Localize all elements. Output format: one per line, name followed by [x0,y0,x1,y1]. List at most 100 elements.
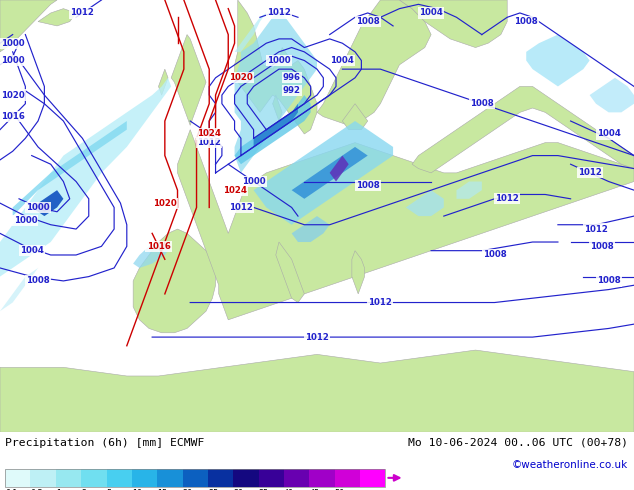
Text: 1024: 1024 [197,129,221,139]
Polygon shape [133,229,216,333]
Text: 1012: 1012 [197,138,221,147]
Bar [259,469,284,487]
Text: 35: 35 [259,489,269,490]
Text: 1012: 1012 [578,169,602,177]
Text: 1008: 1008 [470,99,494,108]
Polygon shape [342,104,368,130]
Polygon shape [13,121,127,216]
Text: 1004: 1004 [20,246,44,255]
Polygon shape [273,95,282,121]
Text: 1012: 1012 [495,195,519,203]
Text: 1016: 1016 [1,112,25,121]
Text: ©weatheronline.co.uk: ©weatheronline.co.uk [512,460,628,469]
Bar [132,469,157,487]
Bar [30,469,56,487]
Text: 1012: 1012 [70,8,94,18]
Text: 1008: 1008 [514,17,538,26]
Polygon shape [178,130,634,320]
Polygon shape [456,181,482,199]
Bar [157,469,183,487]
Polygon shape [0,350,634,432]
Text: 40: 40 [284,489,294,490]
Polygon shape [0,268,38,311]
Polygon shape [292,216,330,242]
Polygon shape [38,203,51,212]
Text: 1020: 1020 [1,91,25,99]
Polygon shape [412,86,634,173]
Text: 0.5: 0.5 [30,489,43,490]
Text: 25: 25 [208,489,218,490]
Text: 2: 2 [81,489,86,490]
Text: 5: 5 [107,489,112,490]
Text: 1008: 1008 [482,250,507,260]
Text: 996: 996 [283,74,301,82]
Text: 1008: 1008 [26,276,50,285]
Text: 1012: 1012 [305,333,329,342]
Text: 1012: 1012 [368,298,392,307]
Polygon shape [32,190,63,216]
Text: 1000: 1000 [242,177,266,186]
Polygon shape [254,104,298,147]
Polygon shape [276,242,304,302]
Bar [233,469,259,487]
Bar [81,469,107,487]
Polygon shape [317,0,431,125]
Text: Mo 10-06-2024 00..06 UTC (00+78): Mo 10-06-2024 00..06 UTC (00+78) [408,438,628,448]
Text: 1008: 1008 [597,276,621,285]
Text: 45: 45 [309,489,320,490]
Bar [5,469,30,487]
Polygon shape [590,78,634,112]
Text: 1008: 1008 [356,17,380,26]
Text: 1012: 1012 [229,203,253,212]
Text: 1012: 1012 [267,8,291,18]
Polygon shape [0,78,171,276]
Text: 1008: 1008 [356,181,380,190]
Text: 1020: 1020 [153,198,177,208]
Polygon shape [235,13,317,173]
Text: Precipitation (6h) [mm] ECMWF: Precipitation (6h) [mm] ECMWF [5,438,204,448]
Text: 50: 50 [335,489,345,490]
Polygon shape [235,13,266,52]
Text: 1008: 1008 [590,242,614,251]
Text: 1004: 1004 [330,56,354,65]
Bar [284,469,309,487]
Polygon shape [254,121,393,225]
Polygon shape [330,156,349,181]
Polygon shape [0,0,57,52]
Bar [56,469,81,487]
Polygon shape [235,0,317,134]
Polygon shape [158,69,168,95]
Bar [208,469,233,487]
Text: 10: 10 [132,489,142,490]
Text: 1016: 1016 [146,242,171,251]
Bar [107,469,132,487]
Text: 1004: 1004 [597,129,621,139]
Polygon shape [292,147,368,199]
Bar [360,469,385,487]
Polygon shape [352,251,365,294]
Polygon shape [133,242,171,268]
Bar [183,469,208,487]
Text: 30: 30 [233,489,243,490]
Polygon shape [406,190,444,216]
Text: 1012: 1012 [584,224,608,234]
Bar [5,469,385,487]
Polygon shape [38,9,76,26]
Text: 20: 20 [183,489,193,490]
Text: 992: 992 [283,86,301,95]
Polygon shape [399,0,507,48]
Text: 1020: 1020 [229,74,253,82]
Text: 1000: 1000 [1,56,25,65]
Text: 1000: 1000 [1,39,25,48]
Text: 1004: 1004 [419,8,443,18]
Bar [335,469,360,487]
Text: 15: 15 [157,489,167,490]
Polygon shape [235,95,311,164]
Polygon shape [171,35,206,125]
Text: 1000: 1000 [13,216,37,225]
Text: 1000: 1000 [26,203,50,212]
Polygon shape [526,35,590,86]
Text: 1000: 1000 [267,56,291,65]
Text: 1024: 1024 [223,186,247,195]
Text: 0.1: 0.1 [5,489,18,490]
